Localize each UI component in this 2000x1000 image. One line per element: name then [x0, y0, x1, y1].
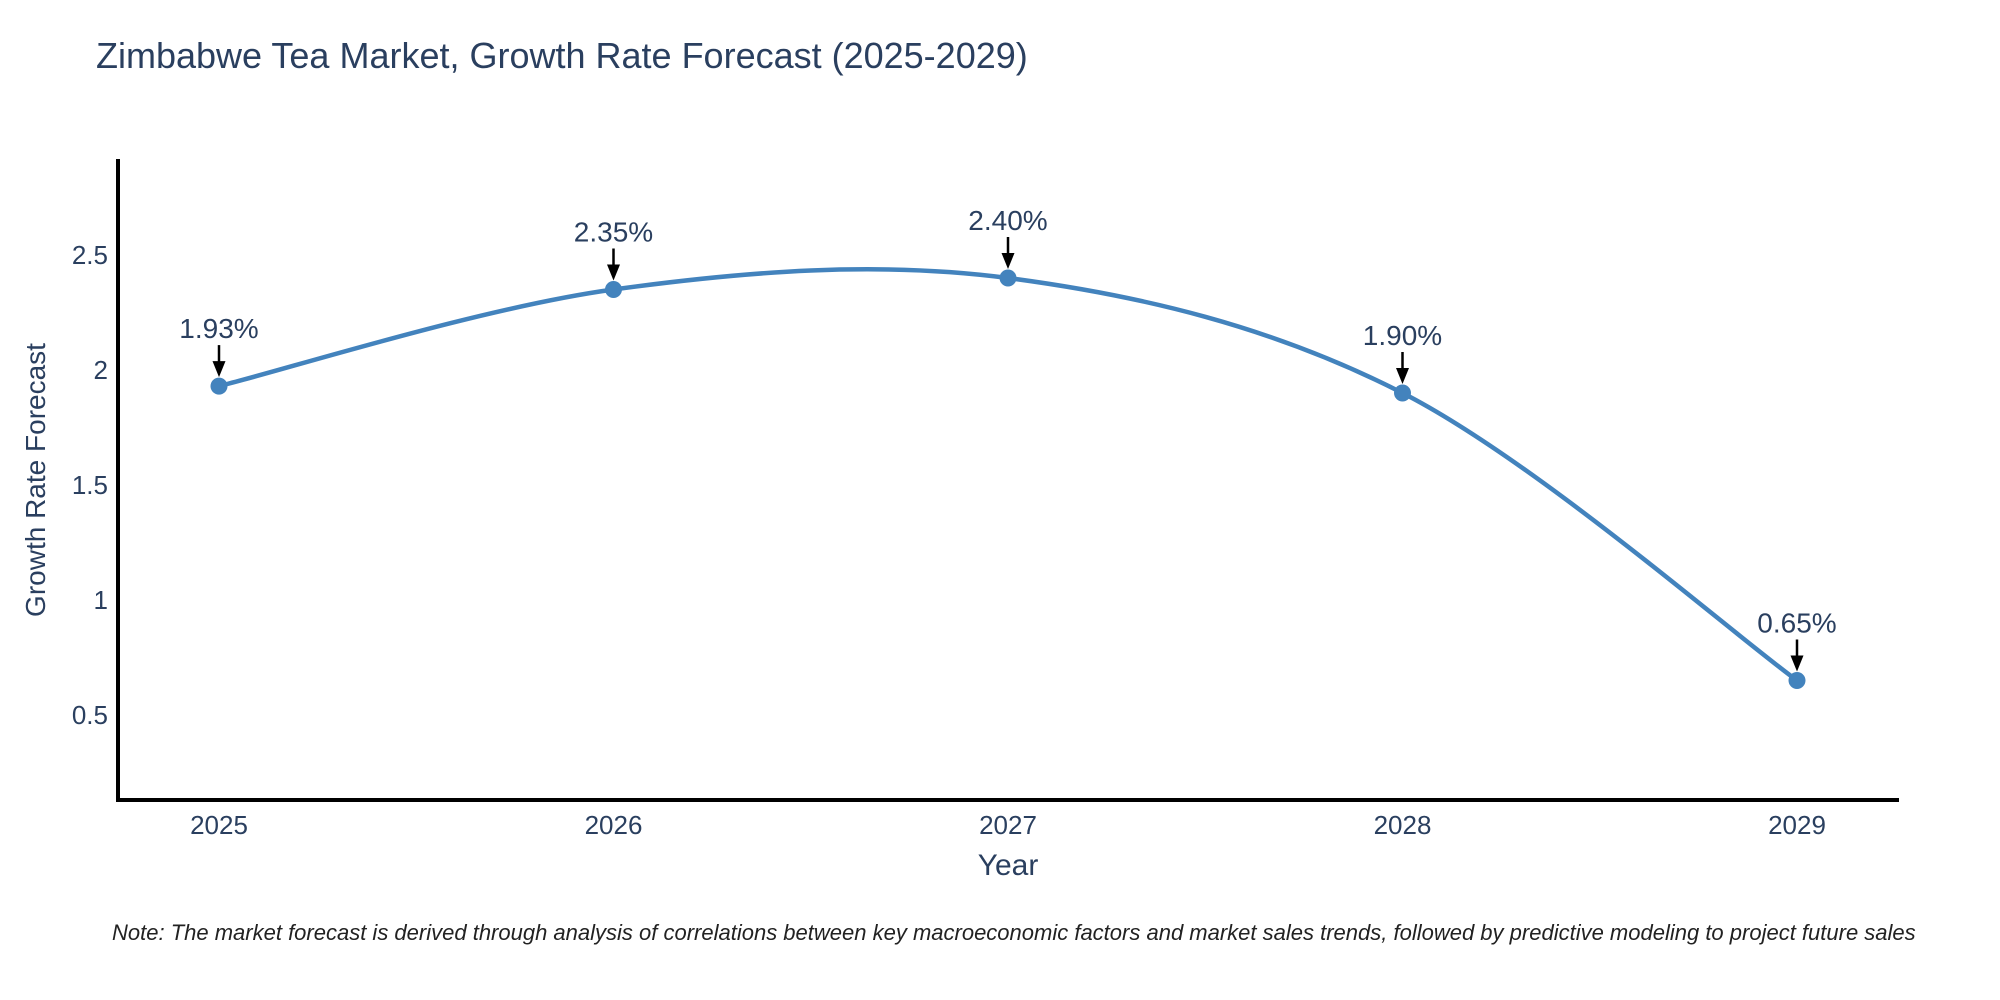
y-tick-label-1.5: 1.5 [72, 470, 108, 500]
annotation-arrowhead-2027 [1001, 253, 1015, 269]
annotation-arrowhead-2025 [212, 361, 226, 378]
data-point-marker-2027 [999, 269, 1017, 287]
x-tick-label-2026: 2026 [585, 810, 643, 840]
y-tick-label-0.5: 0.5 [72, 700, 108, 730]
x-tick-label-2028: 2028 [1374, 810, 1432, 840]
x-tick-label-2025: 2025 [190, 810, 248, 840]
data-point-marker-2029 [1788, 672, 1806, 689]
annotation-arrowhead-2028 [1396, 368, 1409, 384]
annotation-arrowhead-2026 [607, 264, 620, 281]
data-point-marker-2028 [1394, 384, 1411, 402]
x-tick-label-2027: 2027 [979, 810, 1037, 840]
annotation-label-2029: 0.65% [1757, 608, 1836, 639]
annotation-label-2027: 2.40% [968, 205, 1047, 236]
y-axis-tick-labels: 0.5 1 1.5 2 2.5 [72, 240, 108, 730]
axes [116, 159, 1899, 802]
chart-title: Zimbabwe Tea Market, Growth Rate Forecas… [96, 35, 1028, 76]
data-point-marker-2026 [605, 281, 622, 298]
annotation-label-2025: 1.93% [179, 313, 258, 344]
y-tick-label-2: 2 [94, 355, 108, 385]
annotation-label-2026: 2.35% [574, 217, 653, 248]
footnote: Note: The market forecast is derived thr… [112, 920, 1916, 945]
growth-rate-spline [216, 267, 1800, 683]
y-tick-label-2.5: 2.5 [72, 240, 108, 270]
series-line-growth-rate [216, 267, 1800, 683]
y-tick-label-1: 1 [94, 585, 108, 615]
x-axis-tick-labels: 2025 2026 2027 2028 2029 [190, 810, 1826, 840]
x-axis-title: Year [977, 849, 1039, 882]
series-markers [210, 269, 1806, 689]
annotation-label-2028: 1.90% [1363, 320, 1442, 351]
x-tick-label-2029: 2029 [1768, 810, 1826, 840]
point-annotations: 1.93% 2.35% 2.40% 1.90% 0.65% [179, 205, 1837, 672]
data-point-marker-2025 [210, 377, 228, 395]
annotation-arrowhead-2029 [1790, 655, 1804, 672]
